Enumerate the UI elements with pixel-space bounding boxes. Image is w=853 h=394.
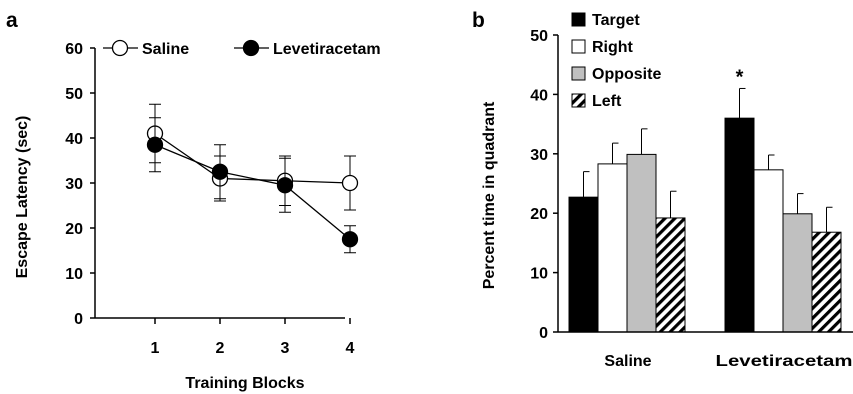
panel-b-category-levetiracetam: Levetiracetam (716, 353, 853, 370)
series-line-saline (154, 132, 351, 184)
panel-a-x-tick-label: 2 (216, 340, 225, 357)
panel-a-y-tick-label: 40 (65, 131, 83, 148)
bar-left-levetiracetam (811, 231, 842, 333)
bar-series-right (597, 142, 784, 333)
legend-label-left: Left (592, 93, 622, 110)
panel-b-bars (568, 87, 842, 333)
panel-b-bar-chart: 0 10 20 30 40 50 Saline Levetiracetam Percent… (481, 12, 853, 370)
bar-target-saline (568, 196, 599, 333)
panel-b-y-tick-label: 30 (530, 147, 548, 164)
panel-a-y-tick-label: 30 (65, 176, 83, 193)
panel-a-x-tick-label: 4 (346, 340, 355, 357)
panel-a-x-axis-title: Training Blocks (185, 375, 304, 392)
legend-marker-saline (111, 39, 129, 57)
bar-opposite-levetiracetam (782, 213, 813, 333)
significance-asterisk: * (736, 66, 744, 88)
panel-letter-a: a (6, 9, 18, 32)
legend-swatch-opposite (571, 66, 586, 81)
panel-b-y-tick-label: 0 (539, 325, 548, 342)
legend-marker-levetiracetam (242, 39, 260, 57)
panel-b-axes (557, 35, 853, 333)
bar-series-target (568, 87, 755, 333)
data-point-levetiracetam (146, 136, 164, 153)
panel-a-y-tick-label: 60 (65, 41, 83, 58)
panel-a-y-tick-label: 0 (74, 311, 83, 328)
data-point-levetiracetam (341, 231, 359, 248)
panel-b-y-tick-label: 50 (530, 28, 548, 45)
panel-a-legend: Saline Levetiracetam (103, 39, 381, 58)
panel-letter-b: b (472, 9, 485, 32)
panel-b-y-tick-label: 40 (530, 87, 548, 104)
panel-b-y-axis-title: Percent time in quadrant (481, 101, 498, 289)
legend-label-saline: Saline (142, 41, 189, 58)
panel-a-x-tick-label: 1 (151, 340, 160, 357)
bar-left-saline (655, 217, 686, 333)
panel-a-y-tick-label: 10 (65, 266, 83, 283)
panel-a-series (146, 103, 359, 254)
panel-a-y-ticks: 0 10 20 30 40 50 60 (65, 41, 95, 328)
bar-series-left (655, 190, 842, 333)
data-point-levetiracetam (276, 177, 294, 194)
bar-target-levetiracetam (724, 117, 755, 333)
panel-a-x-ticks: 1 2 3 4 (151, 318, 355, 357)
panel-a-y-tick-label: 20 (65, 221, 83, 238)
legend-label-opposite: Opposite (592, 66, 661, 83)
series-saline (146, 103, 359, 211)
bar-series-opposite (626, 128, 813, 333)
panel-a-y-axis-title: Escape Latency (sec) (14, 116, 31, 279)
panel-a-x-tick-label: 3 (281, 340, 290, 357)
bar-right-levetiracetam (753, 169, 784, 333)
panel-b-category-saline: Saline (604, 353, 651, 370)
panel-b-legend: Target Right Opposite Left (571, 12, 661, 110)
legend-label-target: Target (592, 12, 640, 29)
series-levetiracetam (146, 117, 359, 254)
panel-a-line-chart: 0 10 20 30 40 50 60 1 2 3 4 Training Blocks Escap… (14, 39, 381, 392)
data-point-levetiracetam (211, 163, 229, 180)
legend-swatch-right (571, 39, 586, 54)
panel-b-y-tick-label: 10 (530, 266, 548, 283)
legend-swatch-target (571, 12, 586, 27)
panel-a-y-tick-label: 50 (65, 86, 83, 103)
panel-b-y-tick-label: 20 (530, 206, 548, 223)
legend-label-right: Right (592, 39, 634, 56)
panel-b-y-ticks: 0 10 20 30 40 50 (530, 28, 558, 342)
bar-right-saline (597, 163, 628, 333)
legend-label-levetiracetam: Levetiracetam (273, 41, 381, 58)
series-line-levetiracetam (154, 144, 351, 240)
legend-swatch-left (571, 93, 586, 108)
bar-opposite-saline (626, 153, 657, 333)
data-point-saline (341, 174, 359, 192)
